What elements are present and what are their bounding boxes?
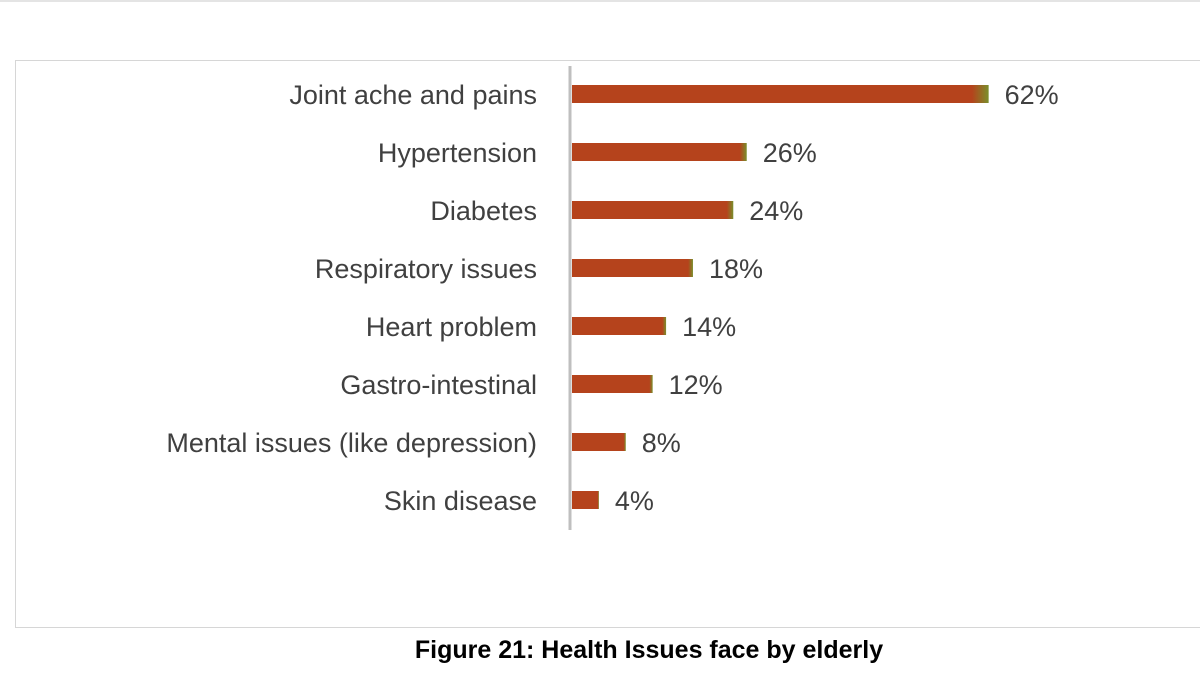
page-top-rule bbox=[0, 0, 1200, 2]
bar bbox=[572, 433, 626, 451]
value-label: 4% bbox=[615, 486, 654, 516]
bar bbox=[572, 491, 599, 509]
category-label: Gastro-intestinal bbox=[340, 370, 537, 400]
value-label: 14% bbox=[682, 312, 736, 342]
value-label: 18% bbox=[709, 254, 763, 284]
bar bbox=[572, 317, 667, 335]
category-label: Heart problem bbox=[366, 312, 537, 342]
category-label: Mental issues (like depression) bbox=[166, 428, 537, 458]
category-label: Skin disease bbox=[384, 486, 537, 516]
bar bbox=[572, 143, 747, 161]
bar bbox=[572, 85, 989, 103]
value-label: 8% bbox=[642, 428, 681, 458]
category-label: Diabetes bbox=[430, 196, 537, 226]
category-label: Hypertension bbox=[378, 138, 537, 168]
category-label: Joint ache and pains bbox=[289, 80, 537, 110]
category-label: Respiratory issues bbox=[315, 254, 537, 284]
category-labels-layer: Joint ache and pains Hypertension Diabetes… bbox=[166, 80, 537, 516]
bar bbox=[572, 201, 734, 219]
value-label: 12% bbox=[669, 370, 723, 400]
value-label: 24% bbox=[749, 196, 803, 226]
bar bbox=[572, 259, 693, 277]
figure-caption: Figure 21: Health Issues face by elderly bbox=[414, 636, 884, 664]
value-label: 26% bbox=[763, 138, 817, 168]
bar bbox=[572, 375, 653, 393]
bars-layer bbox=[572, 85, 989, 509]
value-label: 62% bbox=[1005, 80, 1059, 110]
value-labels-layer: 62% 26% 24% 18% 14% 12% 8% 4% bbox=[615, 80, 1059, 516]
